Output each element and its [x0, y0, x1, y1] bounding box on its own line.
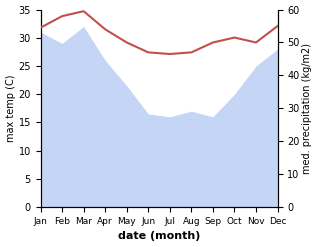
Y-axis label: max temp (C): max temp (C): [5, 75, 16, 142]
X-axis label: date (month): date (month): [118, 231, 200, 242]
Y-axis label: med. precipitation (kg/m2): med. precipitation (kg/m2): [302, 43, 313, 174]
